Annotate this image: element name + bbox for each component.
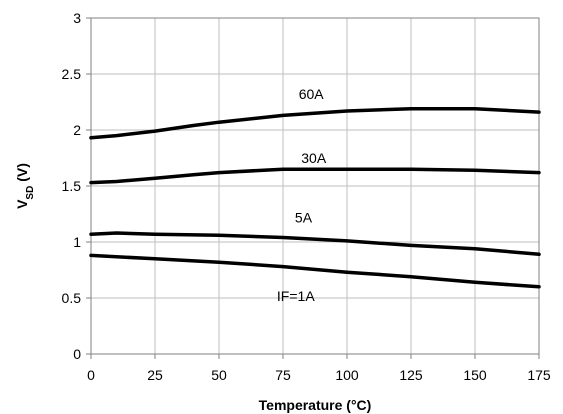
y-tick-label: 2.5 <box>62 66 82 82</box>
x-tick-label: 150 <box>463 367 487 383</box>
series-line-60a <box>89 106 541 140</box>
y-axis-title-subscript: SD <box>25 186 36 200</box>
x-tick-label: 125 <box>399 367 423 383</box>
y-tick-label: 1 <box>73 234 81 250</box>
series-label: IF=1A <box>277 288 315 304</box>
x-tick-label: 75 <box>275 367 291 383</box>
y-axis: 0 0.5 1 1.5 2 2.5 3 <box>62 10 91 362</box>
series-label: 30A <box>301 150 327 166</box>
x-axis: 0 25 50 75 100 125 150 175 <box>87 354 551 383</box>
y-axis-title: VSD (V) <box>14 163 36 209</box>
x-axis-title: Temperature (°C) <box>259 397 372 413</box>
grid <box>91 18 539 354</box>
x-tick-label: 0 <box>87 367 95 383</box>
x-tick-label: 100 <box>335 367 359 383</box>
x-tick-label: 175 <box>527 367 551 383</box>
x-tick-label: 50 <box>211 367 227 383</box>
y-tick-label: 3 <box>73 10 81 26</box>
y-tick-label: 2 <box>73 122 81 138</box>
series-label: 5A <box>295 209 313 225</box>
y-axis-title-base: V <box>14 199 30 209</box>
series-label: 60A <box>299 86 325 102</box>
series-line-5a <box>89 231 541 257</box>
x-tick-label: 25 <box>147 367 163 383</box>
series-lines <box>89 106 541 289</box>
y-tick-label: 0.5 <box>62 290 82 306</box>
series-labels: 60A 30A 5A IF=1A <box>277 86 327 304</box>
series-line-if-1a <box>89 253 541 289</box>
y-tick-label: 0 <box>73 346 81 362</box>
series-line-30a <box>89 167 541 185</box>
y-axis-title-unit: (V) <box>14 163 30 186</box>
y-tick-label: 1.5 <box>62 178 82 194</box>
